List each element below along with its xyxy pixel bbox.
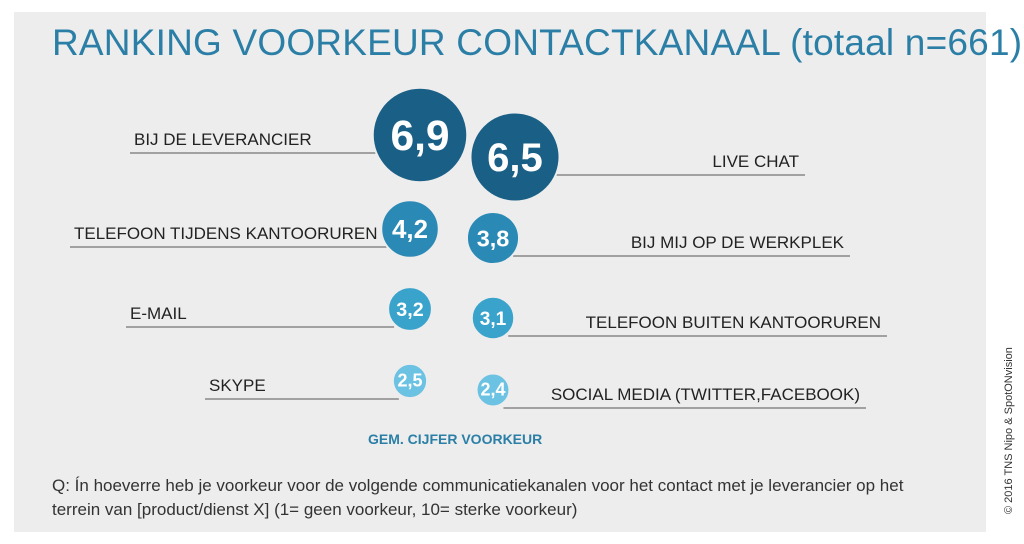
bubble-right [475, 372, 511, 408]
channel-label-left: E-MAIL [130, 304, 187, 323]
bubble-value-right: 3,8 [477, 225, 510, 251]
channel-label-right: LIVE CHAT [712, 152, 799, 171]
bubble-value-right: 6,5 [487, 136, 543, 180]
channel-label-right: BIJ MIJ OP DE WERKPLEK [631, 233, 845, 252]
bubble-value-right: 2,4 [480, 379, 505, 399]
channel-label-right: SOCIAL MEDIA (TWITTER,FACEBOOK) [551, 385, 860, 404]
bubble-left [391, 362, 429, 400]
bubble-value-left: 2,5 [397, 370, 422, 390]
bubble-value-left: 3,2 [396, 299, 423, 321]
channel-label-left: SKYPE [209, 376, 266, 395]
bubble-left [371, 86, 469, 184]
bubble-left [387, 286, 433, 332]
bubble-value-left: 6,9 [390, 112, 449, 160]
bubble-left [380, 199, 440, 259]
survey-question: Q: Ín hoeverre heb je voorkeur voor de v… [52, 476, 904, 519]
x-axis-label: GEM. CIJFER VOORKEUR [368, 431, 543, 447]
bubble-value-right: 3,1 [480, 309, 507, 330]
copyright-note: © 2016 TNS Nipo & SpotONvision [1003, 347, 1015, 514]
bubble-right [465, 210, 521, 266]
chart-title: RANKING VOORKEUR CONTACTKANAAL (totaal n… [52, 22, 1023, 63]
bubble-right [470, 295, 516, 341]
bubble-right [469, 111, 561, 203]
channel-label-left: TELEFOON TIJDENS KANTOORUREN [74, 224, 378, 243]
channel-label-left: BIJ DE LEVERANCIER [134, 130, 312, 149]
channel-label-right: TELEFOON BUITEN KANTOORUREN [586, 313, 881, 332]
bubble-value-left: 4,2 [392, 216, 428, 244]
chart-panel [14, 12, 986, 532]
